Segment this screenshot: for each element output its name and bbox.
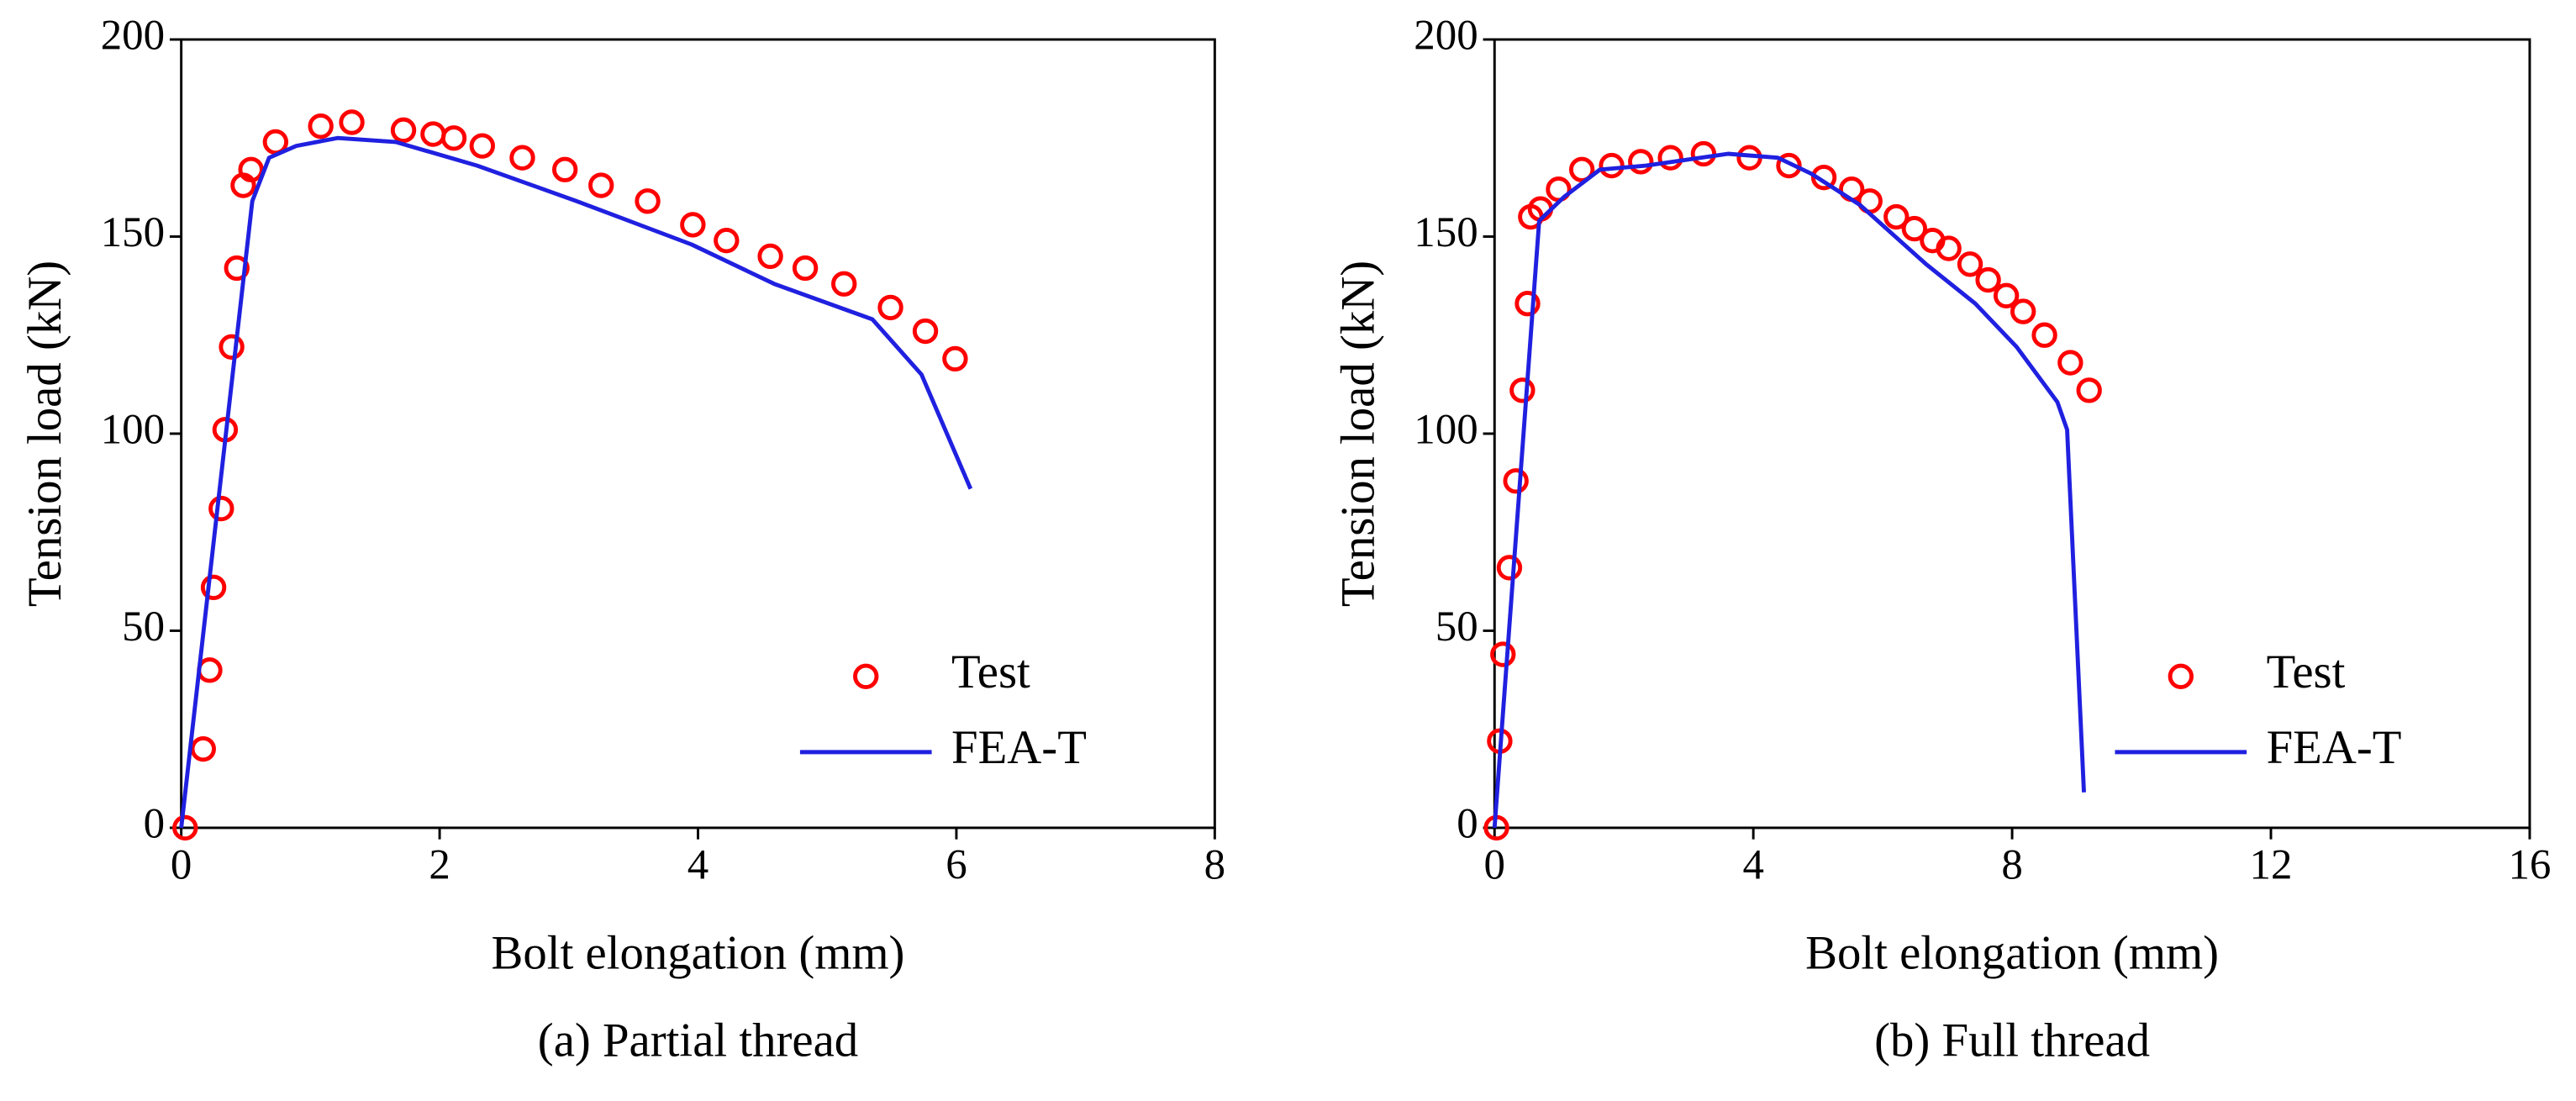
data-point [1509, 377, 1536, 403]
data-point [635, 188, 661, 214]
legend-marker [853, 663, 879, 689]
data-point [440, 125, 467, 151]
legend-label: FEA-T [951, 721, 1087, 774]
x-tick-label: 4 [1742, 842, 1763, 889]
data-point [390, 117, 417, 144]
data-point [1776, 152, 1802, 179]
data-point [339, 109, 365, 135]
data-point [1883, 203, 1910, 230]
data-point [1810, 164, 1837, 191]
data-point [1901, 215, 1928, 242]
data-point [1599, 152, 1625, 179]
data-point [172, 814, 198, 841]
y-tick-label: 100 [1414, 407, 1478, 454]
data-point [420, 121, 446, 147]
x-tick-label: 0 [1484, 842, 1505, 889]
x-tick-label: 0 [171, 842, 192, 889]
data-point [588, 172, 614, 198]
chart: 0 50 100 150 200 0 2 4 6 8 Bolt elongation (mm) Ten… [18, 13, 1225, 1067]
data-point [2076, 377, 2102, 403]
data-point [2010, 298, 2036, 324]
data-point [831, 271, 857, 297]
data-point [509, 145, 535, 171]
data-point [197, 657, 223, 683]
caption: (b) Full thread [1874, 1014, 2150, 1067]
legend-label: FEA-T [2267, 721, 2402, 774]
x-axis-label: Bolt elongation (mm) [492, 927, 905, 980]
legend-label: Test [951, 645, 1030, 698]
data-point [1690, 140, 1717, 167]
data-point [1957, 251, 1983, 277]
x-tick-label: 12 [2250, 842, 2293, 889]
data-point [1568, 156, 1595, 182]
y-axis-label: Tension load (kN) [1332, 261, 1385, 607]
y-tick-label: 0 [1457, 801, 1478, 848]
data-point [877, 294, 903, 321]
x-axis-label: Bolt elongation (mm) [1805, 927, 2219, 980]
x-tick-label: 4 [687, 842, 709, 889]
x-tick-label: 16 [2508, 842, 2551, 889]
plot-frame [1493, 38, 2531, 830]
x-tick-label: 8 [2001, 842, 2022, 889]
y-tick-label: 50 [122, 603, 165, 651]
data-point [757, 243, 783, 270]
y-tick-label: 150 [101, 209, 165, 256]
x-tick-label: 6 [946, 842, 967, 889]
y-tick-label: 200 [101, 13, 165, 60]
data-point [219, 334, 245, 360]
legend-marker [2168, 663, 2194, 689]
caption: (a) Partial thread [538, 1014, 858, 1067]
data-point [208, 495, 234, 522]
data-point [942, 345, 968, 372]
data-point [200, 574, 227, 601]
data-point [1936, 235, 1962, 261]
data-point [238, 156, 264, 182]
data-line [179, 135, 973, 829]
data-point [2031, 322, 2057, 348]
data-point [2057, 350, 2083, 376]
data-point [190, 735, 216, 762]
legend-label: Test [2267, 645, 2346, 698]
plot-frame [180, 38, 1216, 830]
data-point [1657, 145, 1683, 171]
data-point [552, 156, 578, 182]
data-point [714, 227, 740, 254]
data-point [1993, 282, 2020, 309]
x-tick-label: 2 [429, 842, 450, 889]
data-line [1492, 151, 2086, 829]
data-point [680, 212, 706, 238]
chart: 0 50 100 150 200 0 4 8 12 16 Bolt elongation (mm) T… [1332, 13, 2552, 1067]
y-tick-label: 200 [1414, 13, 1478, 60]
data-point [1628, 149, 1654, 175]
data-point [1503, 468, 1529, 494]
data-point [469, 133, 495, 159]
data-point [792, 255, 819, 282]
data-point [912, 318, 939, 345]
y-tick-label: 0 [144, 801, 165, 848]
y-tick-label: 150 [1414, 209, 1478, 256]
x-tick-label: 8 [1204, 842, 1225, 889]
data-point [1975, 266, 2001, 293]
y-axis-label: Tension load (kN) [18, 261, 71, 607]
data-point [262, 129, 289, 155]
y-tick-label: 50 [1436, 603, 1478, 651]
data-point [1490, 641, 1516, 667]
data-point [224, 255, 250, 282]
data-point [1515, 291, 1541, 317]
y-tick-label: 100 [101, 407, 165, 454]
data-point [1496, 555, 1523, 581]
data-point [308, 113, 334, 140]
